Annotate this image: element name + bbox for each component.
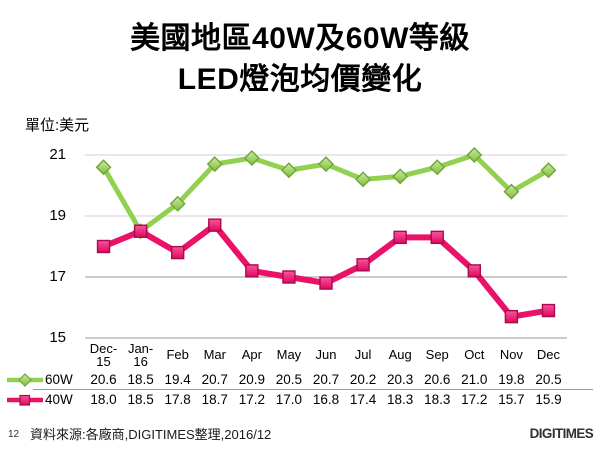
x-axis-label: Dec- 15 bbox=[89, 340, 118, 369]
x-axis-label: May bbox=[276, 347, 302, 362]
table-cell: 17.2 bbox=[461, 392, 488, 407]
digitimes-logo: DIGITIMES bbox=[529, 425, 593, 441]
y-tick-label: 21 bbox=[49, 146, 66, 163]
y-tick-label: 19 bbox=[49, 207, 66, 224]
page-number: 12 bbox=[8, 429, 20, 440]
table-cell: 20.9 bbox=[238, 372, 265, 387]
table-cell: 18.0 bbox=[90, 392, 117, 407]
table-cell: 20.2 bbox=[349, 372, 377, 387]
table-cell: 15.9 bbox=[535, 392, 562, 407]
table-cell: 15.7 bbox=[498, 392, 525, 407]
table-cell: 17.4 bbox=[349, 392, 377, 407]
title-line-2: LED燈泡均價變化 bbox=[177, 63, 423, 96]
table-cell: 18.5 bbox=[127, 392, 154, 407]
x-axis-label: Jul bbox=[354, 347, 372, 362]
table-cell: 18.3 bbox=[387, 392, 414, 407]
x-axis-label: Jan- 16 bbox=[127, 340, 154, 369]
series-name: 60W bbox=[45, 372, 73, 387]
table-cell: 19.8 bbox=[498, 372, 525, 387]
table-cell: 20.6 bbox=[424, 372, 451, 387]
square-marker-icon bbox=[7, 394, 43, 406]
table-cell: 20.7 bbox=[312, 372, 340, 387]
legend-item-40w: 40W bbox=[6, 391, 73, 408]
table-cell: 20.3 bbox=[387, 372, 414, 387]
table-cell: 18.7 bbox=[201, 392, 228, 407]
x-axis-label: Sep bbox=[425, 347, 449, 362]
x-axis-label: Nov bbox=[499, 347, 523, 362]
series-name: 40W bbox=[45, 392, 73, 407]
x-axis-label: Apr bbox=[241, 347, 262, 362]
table-cell: 17.0 bbox=[275, 392, 303, 407]
table-cell: 17.2 bbox=[238, 392, 265, 407]
legend-item-60w: 60W bbox=[6, 371, 73, 388]
y-tick-label: 15 bbox=[49, 329, 66, 346]
table-separator-line bbox=[33, 389, 593, 390]
value-cells: 18.0 18.5 17.8 18.7 17.2 17.0 16.8 17.4 18.3 18.3… bbox=[85, 392, 567, 407]
diamond-marker-icon bbox=[7, 372, 43, 387]
table-cell: 20.6 bbox=[90, 372, 117, 387]
x-axis-label: Oct bbox=[464, 347, 485, 362]
x-axis-label: Aug bbox=[388, 347, 412, 362]
table-cell: 16.8 bbox=[312, 392, 340, 407]
table-cell: 20.5 bbox=[275, 372, 303, 387]
table-cell: 18.5 bbox=[127, 372, 154, 387]
source-note: 資料來源:各廠商,DIGITIMES整理,2016/12 bbox=[30, 427, 272, 442]
x-axis-label: Dec bbox=[536, 347, 561, 362]
table-cell: 19.4 bbox=[164, 372, 191, 387]
table-row-60w: 60W 20.6 18.5 19.4 20.7 20.9 20.5 20.7 20.2 20.3… bbox=[0, 371, 600, 388]
table-row-40w: 40W 18.0 18.5 17.8 18.7 17.2 17.0 16.8 17.4 18.3… bbox=[0, 391, 600, 408]
y-tick-label: 17 bbox=[49, 268, 66, 285]
x-axis-label: Jun bbox=[315, 347, 337, 362]
table-cell: 17.8 bbox=[164, 392, 191, 407]
table-cell: 20.5 bbox=[535, 372, 562, 387]
page-title: 美國地區40W及60W等級 LED燈泡均價變化 bbox=[0, 18, 600, 100]
x-axis-label: Feb bbox=[166, 347, 189, 362]
unit-label: 單位:美元 bbox=[25, 117, 90, 134]
table-cell: 18.3 bbox=[424, 392, 451, 407]
x-axis-labels: Dec- 15 Jan- 16 Feb Mar Apr May Jun Jul Aug Sep Oct N… bbox=[85, 340, 567, 369]
x-axis-label: Mar bbox=[203, 347, 226, 362]
title-line-1: 美國地區40W及60W等級 bbox=[130, 22, 470, 55]
value-cells: 20.6 18.5 19.4 20.7 20.9 20.5 20.7 20.2 20.3 20.6… bbox=[85, 372, 567, 387]
table-cell: 20.7 bbox=[201, 372, 228, 387]
table-cell: 21.0 bbox=[461, 372, 488, 387]
